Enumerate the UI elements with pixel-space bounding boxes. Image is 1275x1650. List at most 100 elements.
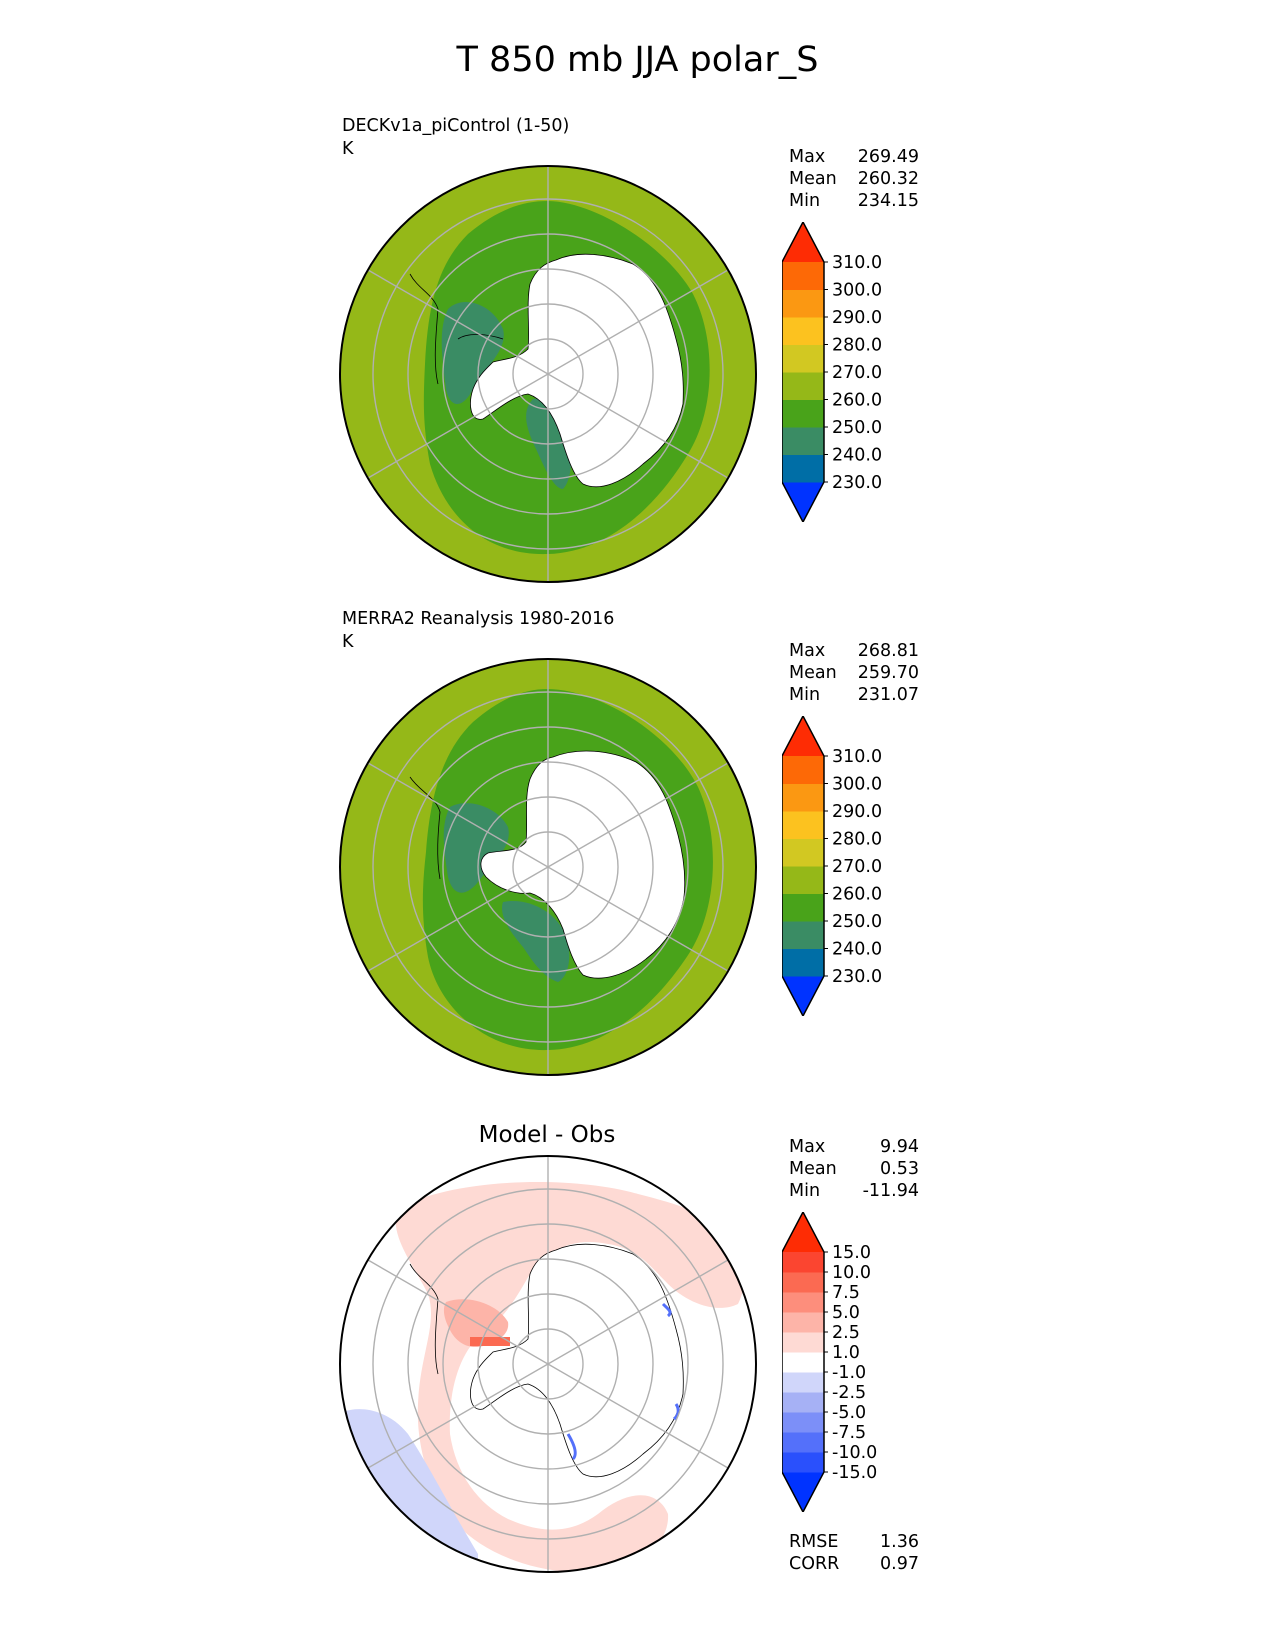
- colorbar-tick-label: 290.0: [832, 802, 882, 822]
- panel3-max-value: 9.94: [880, 1137, 919, 1157]
- colorbar-segment: [782, 783, 824, 812]
- colorbar-tick-label: 15.0: [832, 1243, 871, 1263]
- colorbar-tick-label: 300.0: [832, 775, 882, 795]
- panel3-mean-label: Mean: [789, 1159, 837, 1179]
- panel3-stats: Max 9.94 Mean 0.53 Min -11.94: [789, 1136, 919, 1202]
- panel1-min-value: 234.15: [857, 191, 919, 211]
- colorbar-segment: [782, 399, 824, 428]
- panel2-max-value: 268.81: [857, 641, 919, 661]
- panel3-min-label: Min: [789, 1181, 821, 1201]
- colorbar-segment: [782, 948, 824, 977]
- colorbar-tick-label: 7.5: [832, 1283, 860, 1303]
- colorbar-tick-label: 250.0: [832, 912, 882, 932]
- colorbar-segment: [782, 1332, 824, 1353]
- colorbar-tick-label: 250.0: [832, 418, 882, 438]
- panel1-mean-value: 260.32: [857, 169, 919, 189]
- colorbar-tick-label: 1.0: [832, 1343, 860, 1363]
- colorbar-tick-label: 260.0: [832, 391, 882, 411]
- panel3-min-value: -11.94: [862, 1181, 919, 1201]
- colorbar-segment: [782, 317, 824, 345]
- colorbar-segment: [782, 756, 824, 784]
- colorbar-tick-label: 5.0: [832, 1303, 860, 1323]
- colorbar-tick-label: 270.0: [832, 363, 882, 383]
- colorbar-segment: [782, 1312, 824, 1333]
- panel1-max-value: 269.49: [857, 147, 919, 167]
- colorbar-tick-label: 260.0: [832, 885, 882, 905]
- colorbar-tick-label: -7.5: [832, 1423, 866, 1443]
- colorbar-segment: [782, 1372, 824, 1393]
- colorbar-tick-label: 280.0: [832, 336, 882, 356]
- panel2-title-text: MERRA2 Reanalysis 1980-2016: [342, 609, 615, 629]
- colorbar-extension-min: [782, 1472, 824, 1512]
- colorbar-segment: [782, 427, 824, 455]
- colorbar-segment: [782, 1252, 824, 1273]
- colorbar-segment: [782, 1412, 824, 1433]
- colorbar-segment: [782, 893, 824, 922]
- colorbar-segment: [782, 372, 824, 400]
- colorbar-tick-label: -1.0: [832, 1363, 866, 1383]
- colorbar-segment: [782, 344, 824, 373]
- colorbar-tick-label: 310.0: [832, 253, 882, 273]
- colorbar-extension-max: [782, 222, 824, 262]
- panel3-max-label: Max: [789, 1137, 826, 1157]
- panel3-mean-value: 0.53: [880, 1159, 919, 1179]
- colorbar-tick-label: -2.5: [832, 1383, 866, 1403]
- colorbar-tick-label: 10.0: [832, 1263, 871, 1283]
- colorbar-segment: [782, 1352, 824, 1373]
- panel1-title: DECKv1a_piControl (1-50) K: [342, 115, 569, 161]
- colorbar-segment: [782, 1272, 824, 1293]
- colorbar-segment: [782, 262, 824, 290]
- panel1-min-label: Min: [789, 191, 821, 211]
- colorbar-tick-label: 280.0: [832, 830, 882, 850]
- panel2-mean-label: Mean: [789, 663, 837, 683]
- panel1-mean-label: Mean: [789, 169, 837, 189]
- colorbar-segment: [782, 921, 824, 949]
- panel1-colorbar: 230.0 240.0 250.0 260.0 270.0 280.0 290.0 300.0…: [782, 222, 882, 522]
- colorbar-tick-label: 290.0: [832, 308, 882, 328]
- panel2-min-value: 231.07: [857, 685, 919, 705]
- colorbar-tick-label: 240.0: [832, 940, 882, 960]
- colorbar-extension-min: [782, 976, 824, 1016]
- colorbar-extension-max: [782, 716, 824, 756]
- panel1-stats: Max 269.49 Mean 260.32 Min 234.15: [789, 146, 919, 212]
- panel3-title: Model - Obs: [478, 1122, 616, 1148]
- corr-label: CORR: [789, 1554, 840, 1574]
- figure-title: T 850 mb JJA polar_S: [456, 40, 819, 80]
- panel1-max-label: Max: [789, 147, 826, 167]
- colorbar-segment: [782, 454, 824, 483]
- colorbar-segment: [782, 838, 824, 867]
- colorbar-tick-label: 310.0: [832, 747, 882, 767]
- panel2-min-label: Min: [789, 685, 821, 705]
- colorbar-tick-label: 270.0: [832, 857, 882, 877]
- panel2-units: K: [342, 632, 354, 652]
- colorbar-tick-label: -15.0: [832, 1463, 877, 1483]
- corr-value: 0.97: [880, 1554, 919, 1574]
- panel2-title: MERRA2 Reanalysis 1980-2016 K: [342, 608, 614, 654]
- panel2-map: [339, 658, 757, 1076]
- colorbar-tick-label: -5.0: [832, 1403, 866, 1423]
- colorbar-tick-label: 300.0: [832, 281, 882, 301]
- colorbar-tick-label: -10.0: [832, 1443, 877, 1463]
- panel2-colorbar: 230.0 240.0 250.0 260.0 270.0 280.0 290.0 300.0…: [782, 716, 882, 1016]
- panel1-map: [339, 165, 757, 583]
- panel1-units: K: [342, 139, 354, 159]
- colorbar-tick-label: 2.5: [832, 1323, 860, 1343]
- colorbar-segment: [782, 1432, 824, 1453]
- colorbar-segment: [782, 1292, 824, 1313]
- rmse-label: RMSE: [789, 1532, 839, 1552]
- colorbar-segment: [782, 289, 824, 318]
- colorbar-segment: [782, 1392, 824, 1413]
- panel1-title-text: DECKv1a_piControl (1-50): [342, 116, 570, 136]
- colorbar-extension-min: [782, 482, 824, 522]
- colorbar-segment: [782, 811, 824, 839]
- panel3-colorbar: -15.0-10.0-7.5-5.0-2.5-1.01.02.55.07.510…: [782, 1212, 877, 1512]
- panel2-stats: Max 268.81 Mean 259.70 Min 231.07: [789, 640, 919, 706]
- panel2-mean-value: 259.70: [857, 663, 919, 683]
- panel3-map: [339, 1155, 757, 1573]
- colorbar-tick-label: 230.0: [832, 473, 882, 493]
- colorbar-tick-label: 230.0: [832, 967, 882, 987]
- panel2-max-label: Max: [789, 641, 826, 661]
- panel3-extra-stats: RMSE 1.36 CORR 0.97: [789, 1531, 919, 1575]
- colorbar-segment: [782, 866, 824, 894]
- colorbar-tick-label: 240.0: [832, 446, 882, 466]
